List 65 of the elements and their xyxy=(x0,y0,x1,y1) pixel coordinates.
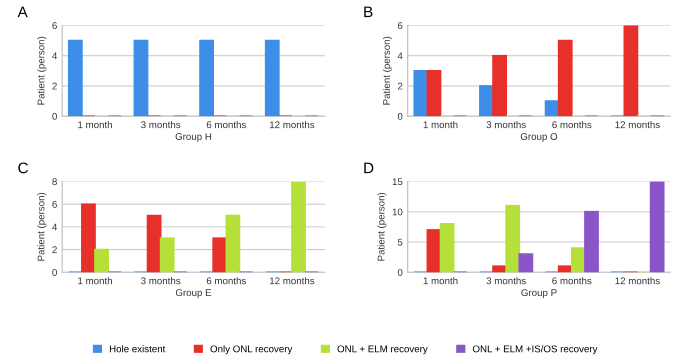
y-tick-label: 4 xyxy=(52,224,58,230)
y-axis-title: Patient (person) xyxy=(382,36,392,105)
x-tick-label: 3 months xyxy=(141,277,180,284)
x-tick-label: 1 month xyxy=(424,277,458,284)
y-tick-label: 4 xyxy=(398,52,403,60)
legend-label: Only ONL recovery xyxy=(210,345,292,354)
x-tick-label: 6 months xyxy=(552,277,592,284)
x-axis-title: Group H xyxy=(176,133,212,142)
y-axis-title: Patient (person) xyxy=(37,192,46,261)
x-tick-label: 3 months xyxy=(141,121,180,128)
bar xyxy=(291,182,306,272)
y-tick-label: 10 xyxy=(392,208,402,216)
y-tick-label: 5 xyxy=(398,238,402,246)
bar xyxy=(94,248,109,272)
legend-label: ONL + ELM +IS/OS recovery xyxy=(472,345,598,354)
y-tick-label: 0 xyxy=(398,268,402,276)
x-tick-label: 6 months xyxy=(552,121,592,128)
x-axis-title: Group P xyxy=(521,289,557,298)
y-tick-label: 15 xyxy=(392,178,402,186)
bar xyxy=(492,54,507,116)
legend-label: Hole existent xyxy=(110,345,166,352)
bar xyxy=(146,214,162,272)
y-tick-label: 2 xyxy=(52,246,57,254)
legend-label: ONL + ELM recovery xyxy=(338,345,428,354)
bar xyxy=(558,40,573,116)
x-tick-label: 3 months xyxy=(486,277,526,284)
y-tick-label: 6 xyxy=(398,22,402,30)
chart-title: C xyxy=(18,162,28,174)
bar xyxy=(650,182,665,272)
bar xyxy=(584,210,599,272)
chart-title: B xyxy=(364,6,372,18)
y-axis-title: Patient (person) xyxy=(377,192,386,261)
x-tick-label: 12 months xyxy=(615,277,660,284)
y-tick-label: 4 xyxy=(52,52,58,60)
x-tick-label: 1 month xyxy=(78,277,112,284)
y-tick-label: 6 xyxy=(52,200,57,208)
y-tick-label: 2 xyxy=(52,82,57,90)
bar xyxy=(544,100,560,116)
x-tick-label: 6 months xyxy=(206,121,246,128)
x-tick-label: 1 month xyxy=(424,121,458,128)
y-tick-label: 0 xyxy=(52,268,57,276)
y-tick-label: 6 xyxy=(52,22,57,30)
x-axis-title: Group E xyxy=(176,289,212,298)
bar xyxy=(623,25,638,116)
bar xyxy=(225,214,240,272)
y-tick-label: 2 xyxy=(398,82,402,90)
bar xyxy=(81,203,96,272)
chart-title: A xyxy=(18,6,28,18)
y-tick-label: 8 xyxy=(52,178,57,186)
x-axis-title: Group O xyxy=(520,133,558,142)
y-axis-title: Patient (person) xyxy=(37,36,46,105)
bar xyxy=(426,70,442,116)
chart-title: D xyxy=(364,162,374,174)
x-tick-label: 12 months xyxy=(270,277,314,284)
x-tick-label: 6 months xyxy=(206,277,246,284)
y-tick-label: 0 xyxy=(52,112,57,120)
bar xyxy=(505,204,520,272)
y-tick-label: 0 xyxy=(398,112,402,120)
x-tick-label: 12 months xyxy=(615,121,660,128)
x-tick-label: 3 months xyxy=(486,121,526,128)
bar xyxy=(440,223,454,272)
x-tick-label: 12 months xyxy=(270,121,314,128)
bar xyxy=(160,237,175,272)
bar xyxy=(518,253,534,272)
x-tick-label: 1 month xyxy=(78,121,112,128)
